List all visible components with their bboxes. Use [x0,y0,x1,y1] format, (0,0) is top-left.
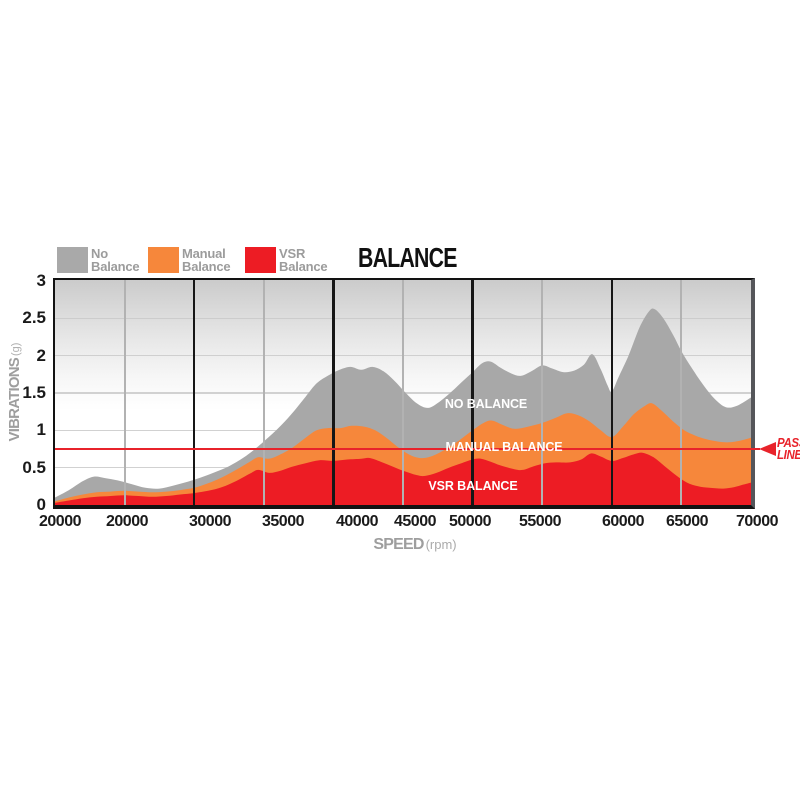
x-tick-label: 20000 [106,513,149,530]
plot-inner [55,280,751,505]
x-axis-title: SPEED (rpm) [315,536,515,554]
x-tick-label: 55000 [519,513,562,530]
x-tick-label: 60000 [602,513,645,530]
x-tick-label: 40000 [336,513,379,530]
v-gridline-major [332,280,335,505]
x-axis-title-text: SPEED [373,536,424,553]
x-tick-label: 45000 [394,513,437,530]
legend-label-line2: Balance [182,259,231,274]
y-tick-label: 0.5 [22,457,46,477]
x-axis-unit: (rpm) [425,537,457,552]
area-label-vsr-balance: VSR BALANCE [428,479,518,493]
legend-label-manual-balance: Manual Balance [182,246,231,274]
y-tick-label: 0 [36,495,46,514]
legend-label-vsr-balance: VSR Balance [279,246,328,274]
y-tick-label: 1.5 [22,382,46,402]
v-gridline-major [471,280,474,505]
v-gridline-major [610,280,614,505]
v-gridline-minor [680,280,683,505]
legend-label-line1: VSR [279,246,306,261]
x-tick-label: 35000 [262,513,305,530]
x-tick-label: 65000 [666,513,709,530]
legend-label-line2: Balance [279,259,328,274]
plot-area [53,278,755,509]
legend-label-line1: Manual [182,246,226,261]
area-label-no-balance: NO BALANCE [444,397,528,411]
pass-line-label-line2: LINE [777,448,800,463]
pass-line [55,447,760,451]
area-label-manual-balance: MANUAL BALANCE [445,440,563,454]
v-gridline-major [192,280,196,505]
x-tick-label: 20000 [39,513,82,530]
pass-line-label-line1: PASS [777,435,800,450]
y-tick-label: 3 [36,270,46,290]
chart-title: BALANCE [358,242,457,273]
legend-item-no-balance: No Balance [57,246,140,274]
x-tick-label: 30000 [189,513,232,530]
v-gridline-minor [262,280,265,505]
legend-swatch-no-balance [57,247,88,273]
y-tick-label: 1 [36,420,46,440]
x-tick-label: 70000 [736,513,779,530]
legend-swatch-vsr-balance [245,247,276,273]
y-tick-label: 2.5 [22,308,46,328]
y-tick-label: 2 [36,345,46,365]
legend-item-vsr-balance: VSR Balance [245,246,328,274]
pass-line-arrow-icon [759,441,776,456]
legend-swatch-manual-balance [148,247,179,273]
legend-label-no-balance: No Balance [91,246,140,274]
v-gridline-minor [541,280,544,505]
legend-label-line1: No [91,246,108,261]
x-tick-label: 50000 [449,513,492,530]
v-gridline-minor [123,280,126,505]
v-gridline-minor [402,280,404,505]
legend-label-line2: Balance [91,259,140,274]
legend-item-manual-balance: Manual Balance [148,246,231,274]
pass-line-label: PASS LINE [777,437,800,462]
